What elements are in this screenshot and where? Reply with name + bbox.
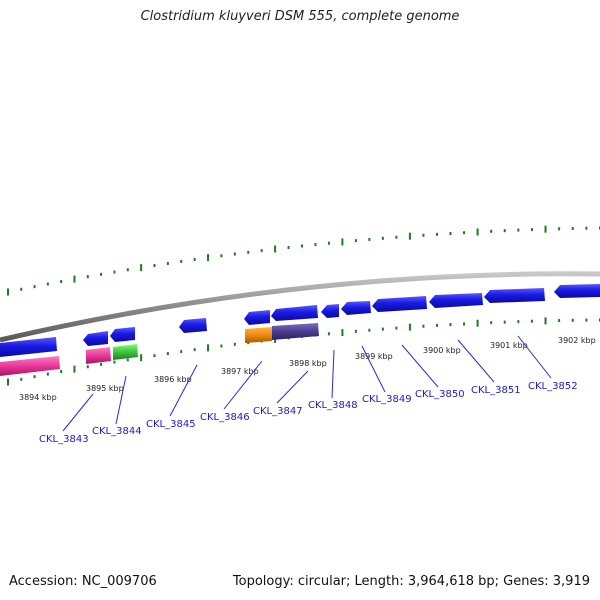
gene-arrow[interactable] xyxy=(179,318,207,333)
gene-block-green[interactable] xyxy=(113,344,138,360)
genome-backbone xyxy=(0,271,600,343)
gene-arrow[interactable] xyxy=(110,327,135,342)
kbp-label: 3897 kbp xyxy=(221,367,259,376)
gene-block-pink[interactable] xyxy=(86,347,111,364)
gene-arrow[interactable] xyxy=(83,331,108,346)
gene-features xyxy=(0,284,600,376)
gene-arrow[interactable] xyxy=(244,310,270,325)
gene-label[interactable]: CKL_3844 xyxy=(92,426,142,437)
kbp-label: 3901 kbp xyxy=(490,341,528,350)
map-title: Clostridium kluyveri DSM 555, complete g… xyxy=(140,9,460,24)
gene-label[interactable]: CKL_3852 xyxy=(528,381,578,392)
gene-arrow[interactable] xyxy=(321,304,339,318)
gene-label[interactable]: CKL_3849 xyxy=(362,394,412,405)
gene-label[interactable]: CKL_3843 xyxy=(39,434,89,445)
gene-label[interactable]: CKL_3850 xyxy=(415,389,465,400)
kbp-label: 3896 kbp xyxy=(154,375,192,384)
gene-arrow[interactable] xyxy=(554,284,600,298)
gene-leader-lines xyxy=(62,335,552,432)
kbp-label: 3895 kbp xyxy=(86,384,124,393)
accession-text: Accession: NC_009706 xyxy=(9,574,157,589)
topology-text: Topology: circular; Length: 3,964,618 bp… xyxy=(232,574,590,589)
kbp-label: 3898 kbp xyxy=(289,359,327,368)
gene-arrow[interactable] xyxy=(429,293,483,308)
gene-arrow[interactable] xyxy=(271,305,318,321)
kbp-label: 3900 kbp xyxy=(423,346,461,355)
outer-tick-arc xyxy=(7,225,600,296)
kbp-label: 3902 kbp xyxy=(558,336,596,345)
gene-block-pink[interactable] xyxy=(0,356,60,376)
gene-label[interactable]: CKL_3845 xyxy=(146,419,196,430)
gene-label[interactable]: CKL_3848 xyxy=(308,400,358,411)
kbp-label: 3894 kbp xyxy=(19,393,57,402)
gene-arrow[interactable] xyxy=(0,337,57,357)
gene-label[interactable]: CKL_3851 xyxy=(471,385,521,396)
gene-block-purple[interactable] xyxy=(272,323,319,340)
kbp-label-group: 3894 kbp 3895 kbp 3896 kbp 3897 kbp 3898… xyxy=(19,336,596,402)
gene-label[interactable]: CKL_3846 xyxy=(200,412,250,423)
gene-arrow[interactable] xyxy=(484,288,545,303)
gene-block-orange[interactable] xyxy=(245,327,272,343)
gene-arrow[interactable] xyxy=(372,296,427,312)
gene-arrow[interactable] xyxy=(341,301,371,315)
gene-label-group: CKL_3843 CKL_3844 CKL_3845 CKL_3846 CKL_… xyxy=(39,381,578,445)
gene-label[interactable]: CKL_3847 xyxy=(253,406,303,417)
kbp-label: 3899 kbp xyxy=(355,352,393,361)
